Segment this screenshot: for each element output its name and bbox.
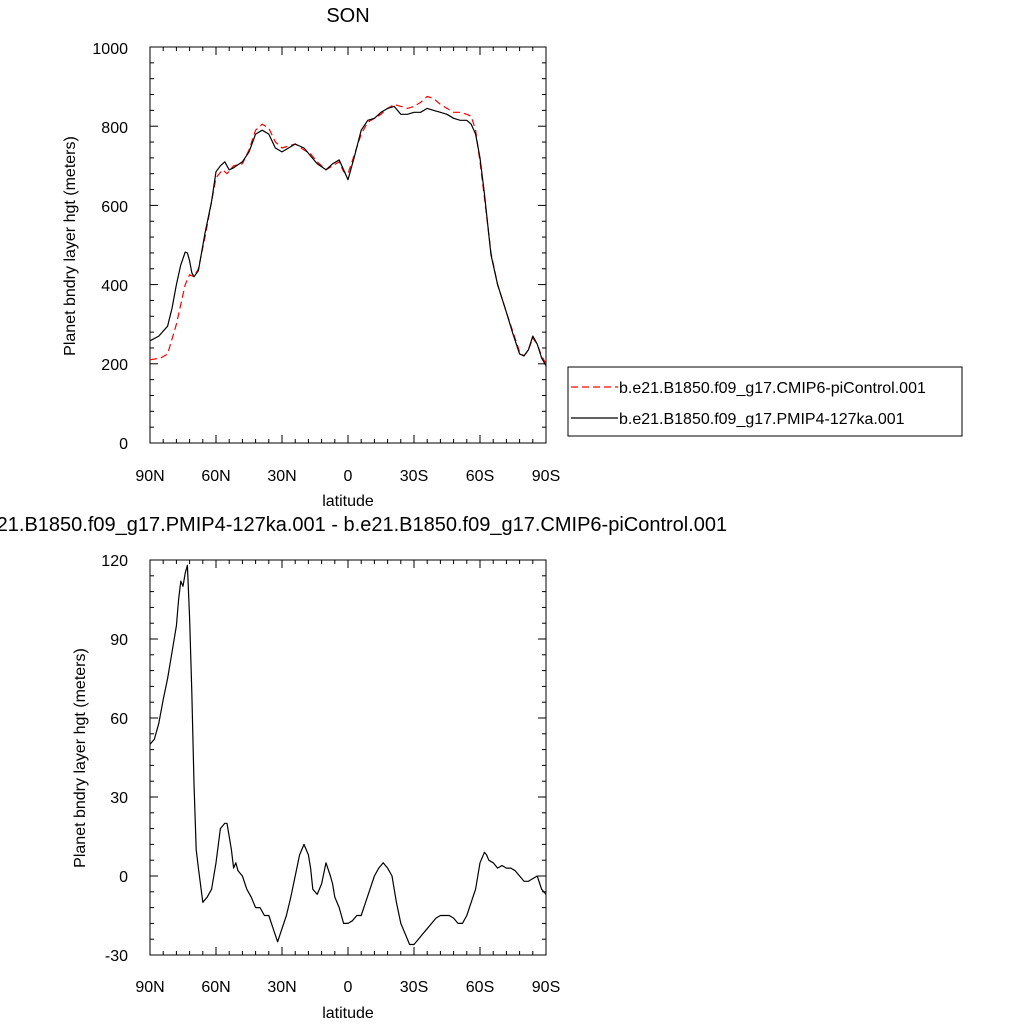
top-x-tick-label: 30S [400, 468, 428, 485]
top-plot-frame [149, 46, 547, 444]
top-chart-xlabel: latitude [322, 493, 374, 510]
bottom-y-tick-label: 0 [119, 869, 128, 886]
top-x-tick-label: 30N [267, 468, 296, 485]
bottom-x-tick-label: 30N [267, 979, 296, 996]
bottom-series-line-0 [149, 564, 547, 946]
legend-label-127ka: b.e21.B1850.f09_g17.PMIP4-127ka.001 [619, 411, 905, 428]
bottom-plot-frame [149, 559, 547, 956]
bottom-x-tick-label: 60S [466, 979, 494, 996]
bottom-y-tick-label: -30 [105, 948, 128, 965]
top-x-tick-label: 90N [135, 468, 164, 485]
top-chart: SON Planet bndry layer hgt (meters) lati… [62, 5, 963, 510]
top-x-tick-label: 60N [201, 468, 230, 485]
top-y-tick-label: 400 [101, 278, 128, 295]
top-x-tick-label: 0 [344, 468, 353, 485]
bottom-y-tick-label: 90 [110, 632, 128, 649]
top-y-tick-label: 200 [101, 357, 128, 374]
bottom-plot-area [149, 559, 547, 956]
legend-box [567, 366, 963, 437]
bottom-chart-title: b.e21.B1850.f09_g17.PMIP4-127ka.001 - b.… [0, 514, 727, 536]
top-series-line-0 [149, 95, 547, 365]
top-chart-title: SON [326, 5, 369, 27]
top-y-tick-label: 800 [101, 120, 128, 137]
bottom-y-tick-label: 120 [101, 553, 128, 570]
legend-label-control: b.e21.B1850.f09_g17.CMIP6-piControl.001 [619, 380, 926, 397]
bottom-chart: b.e21.B1850.f09_g17.PMIP4-127ka.001 - b.… [0, 514, 727, 1022]
top-x-tick-label: 60S [466, 468, 494, 485]
top-plot-area [149, 46, 547, 444]
bottom-x-tick-label: 30S [400, 979, 428, 996]
bottom-x-tick-label: 0 [344, 979, 353, 996]
top-y-tick-label: 0 [119, 436, 128, 453]
bottom-chart-xlabel: latitude [322, 1005, 374, 1022]
top-chart-ylabel: Planet bndry layer hgt (meters) [62, 136, 79, 356]
bottom-x-tick-label: 60N [201, 979, 230, 996]
bottom-chart-ylabel: Planet bndry layer hgt (meters) [72, 648, 89, 868]
top-series-line-1 [149, 105, 547, 367]
bottom-y-tick-label: 30 [110, 790, 128, 807]
top-y-tick-label: 1000 [92, 41, 128, 58]
top-y-tick-label: 600 [101, 199, 128, 216]
bottom-x-tick-label: 90N [135, 979, 164, 996]
top-x-tick-label: 90S [532, 468, 560, 485]
bottom-y-tick-label: 60 [110, 711, 128, 728]
legend: b.e21.B1850.f09_g17.CMIP6-piControl.001 … [567, 366, 963, 437]
bottom-x-tick-label: 90S [532, 979, 560, 996]
